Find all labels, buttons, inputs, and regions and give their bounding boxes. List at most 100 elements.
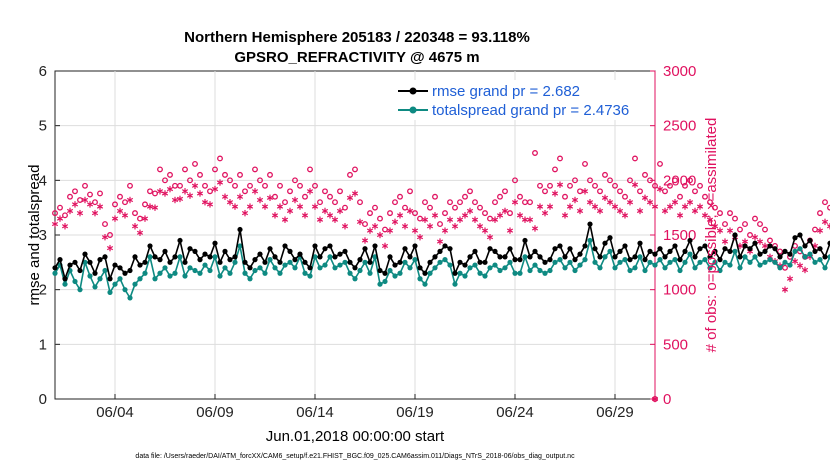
obs-possible-point: [217, 155, 223, 162]
obs-assimilated-point: [486, 233, 494, 241]
rmse-point: [197, 257, 203, 263]
totalspread-point: [112, 281, 118, 287]
obs-possible-point: [332, 199, 338, 206]
obs-possible-point: [337, 188, 343, 195]
obs-possible-point: [57, 204, 63, 211]
rmse-point: [467, 254, 473, 260]
totalspread-point: [657, 257, 663, 263]
obs-possible-point: [182, 166, 188, 173]
rmse-point: [172, 254, 178, 260]
totalspread-point: [157, 270, 163, 276]
obs-possible-point: [662, 188, 668, 195]
obs-possible-point: [72, 188, 78, 195]
obs-possible-point: [187, 177, 193, 184]
obs-possible-point: [722, 221, 728, 228]
obs-possible-point: [732, 215, 738, 222]
totalspread-point: [102, 267, 108, 274]
obs-possible-point: [402, 204, 408, 211]
rmse-point: [562, 254, 568, 260]
obs-assimilated-point: [201, 199, 209, 206]
obs-possible-point: [152, 190, 158, 197]
obs-assimilated-point: [671, 199, 679, 206]
rmse-point: [372, 243, 378, 249]
totalspread-point: [532, 262, 538, 268]
rmse-point: [317, 254, 323, 260]
totalspread-point: [447, 262, 453, 268]
totalspread-point: [247, 276, 253, 282]
obs-possible-point: [362, 221, 368, 228]
obs-assimilated-point: [826, 223, 830, 230]
rmse-point: [727, 248, 733, 254]
obs-assimilated-point: [756, 238, 764, 245]
rmse-point: [92, 270, 98, 276]
rmse-point: [612, 254, 618, 260]
obs-possible-point: [162, 177, 168, 184]
obs-possible-point: [102, 221, 108, 228]
totalspread-point: [582, 257, 588, 263]
obs-possible-point: [457, 199, 463, 206]
rmse-point: [737, 254, 743, 260]
obs-possible-point: [422, 199, 428, 206]
totalspread-point: [577, 262, 583, 268]
totalspread-point: [677, 267, 683, 274]
obs-possible-point: [92, 199, 98, 206]
obs-assimilated-point: [701, 212, 709, 219]
rmse-point: [147, 243, 153, 249]
rmse-point: [302, 259, 308, 265]
rmse-point: [202, 251, 208, 257]
rmse-point: [257, 251, 263, 257]
totalspread-point: [182, 273, 188, 279]
obs-possible-point: [352, 166, 358, 173]
rmse-point: [512, 257, 518, 263]
rmse-point: [482, 259, 488, 265]
y-tick-label-left: 1: [39, 336, 47, 353]
obs-assimilated-point: [451, 223, 459, 230]
rmse-point: [717, 257, 723, 263]
obs-possible-point: [777, 248, 783, 255]
rmse-point: [552, 246, 558, 252]
rmse-point: [362, 246, 368, 252]
totalspread-point: [257, 265, 263, 271]
totalspread-point: [387, 267, 393, 274]
x-tick-label: 06/29: [596, 404, 634, 421]
obs-possible-point: [252, 166, 258, 173]
obs-possible-point: [367, 210, 373, 217]
obs-assimilated-point: [781, 286, 789, 293]
rmse-point: [722, 246, 728, 252]
obs-assimilated-point: [306, 188, 314, 195]
obs-possible-point: [702, 193, 708, 200]
obs-assimilated-point: [241, 209, 249, 217]
obs-assimilated-point: [211, 185, 219, 193]
obs-possible-point: [682, 182, 688, 189]
obs-assimilated-point: [636, 207, 644, 215]
totalspread-point: [717, 267, 723, 274]
totalspread-point: [602, 254, 608, 260]
obs-possible-point: [612, 182, 618, 189]
obs-assimilated-point: [276, 203, 284, 210]
obs-assimilated-point: [511, 199, 519, 206]
totalspread-point: [352, 276, 358, 282]
obs-assimilated-point: [711, 223, 719, 230]
totalspread-point: [572, 267, 578, 274]
rmse-point: [287, 248, 293, 254]
totalspread-point: [727, 262, 733, 268]
rmse-point: [602, 240, 608, 246]
totalspread-point: [562, 265, 568, 271]
totalspread-point: [792, 248, 798, 254]
obs-possible-point: [462, 193, 468, 200]
chart-title-line2: GPSRO_REFRACTIVITY @ 4675 m: [234, 49, 479, 66]
obs-assimilated-point: [536, 203, 544, 210]
obs-assimilated-point: [286, 207, 294, 215]
rmse-point: [402, 246, 408, 252]
totalspread-point: [647, 259, 653, 265]
rmse-point: [182, 259, 188, 265]
obs-assimilated-point: [311, 203, 319, 210]
rmse-point: [697, 246, 703, 252]
totalspread-point: [177, 254, 183, 260]
obs-assimilated-point: [381, 242, 389, 250]
obs-possible-point: [607, 177, 613, 184]
totalspread-point: [87, 273, 93, 279]
obs-possible-point: [87, 191, 93, 198]
totalspread-point: [697, 259, 703, 265]
rmse-point: [97, 257, 103, 263]
